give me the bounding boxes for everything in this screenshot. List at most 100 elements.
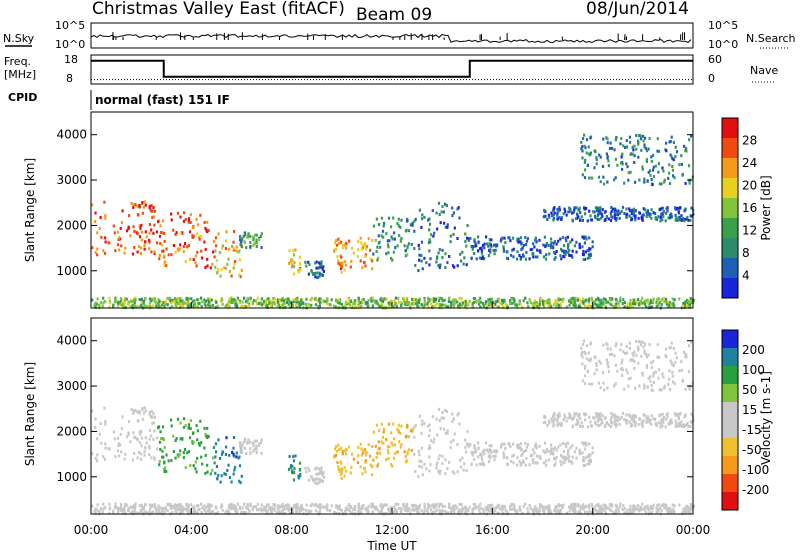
power-echo-cell (318, 271, 321, 275)
velocity-echo-cell (125, 435, 129, 439)
power-echo-cell (444, 202, 447, 206)
velocity-echo-cell (191, 440, 194, 444)
power-echo-cell (452, 211, 455, 215)
power-echo-cell (404, 254, 407, 258)
power-echo-cell (573, 206, 576, 210)
power-echo-cell (370, 296, 373, 300)
power-echo-cell (204, 226, 207, 230)
power-echo-cell (258, 238, 261, 241)
power-echo-cell (614, 157, 617, 161)
power-echo-cell (595, 158, 598, 161)
power-echo-cell (179, 297, 182, 301)
velocity-echo-cell (610, 412, 613, 415)
velocity-echo-cell (615, 504, 618, 508)
power-echo-cell (408, 301, 411, 304)
velocity-echo-cell (350, 465, 353, 469)
velocity-echo-cell (186, 451, 189, 455)
power-echo-cell (170, 301, 173, 305)
power-echo-cell (315, 298, 319, 302)
power-echo-cell (622, 298, 625, 302)
power-echo-cell (249, 298, 252, 302)
velocity-echo-cell (360, 510, 363, 514)
power-echo-cell (123, 251, 126, 255)
power-echo-cell (362, 260, 366, 264)
velocity-echo-cell (138, 410, 141, 413)
velocity-echo-cell (339, 468, 342, 472)
power-echo-cell (203, 240, 206, 244)
power-echo-cell (389, 302, 392, 306)
velocity-echo-cell (601, 371, 605, 374)
velocity-echo-cell (588, 382, 591, 386)
power-echo-cell (581, 235, 584, 239)
velocity-echo-cell (292, 505, 295, 509)
velocity-echo-cell (598, 359, 601, 363)
velocity-echo-cell (113, 437, 116, 441)
velocity-echo-cell (571, 424, 574, 428)
velocity-echo-cell (337, 465, 340, 469)
velocity-echo-cell (237, 456, 240, 460)
velocity-echo-cell (560, 422, 564, 426)
velocity-echo-cell (532, 461, 535, 465)
velocity-echo-cell (490, 450, 493, 454)
power-echo-cell (584, 304, 587, 308)
velocity-echo-cell (158, 505, 161, 509)
velocity-echo-cell (187, 503, 190, 507)
velocity-echo-cell (536, 454, 539, 458)
freq-label-1: Freq. (4, 55, 31, 68)
colorbar-tick-label: 24 (742, 156, 757, 170)
power-echo-cell (280, 304, 283, 307)
power-echo-cell (184, 242, 187, 245)
velocity-echo-cell (643, 383, 646, 387)
power-echo-cell (635, 133, 638, 137)
power-echo-cell (240, 240, 243, 244)
velocity-echo-cell (260, 452, 263, 455)
colorbar-swatch (722, 118, 738, 139)
power-echo-cell (124, 296, 127, 300)
velocity-echo-cell (552, 447, 555, 451)
power-echo-cell (511, 301, 514, 305)
velocity-echo-cell (644, 508, 647, 512)
velocity-echo-cell (621, 411, 625, 415)
power-echo-cell (426, 302, 429, 306)
power-echo-cell (554, 299, 557, 303)
velocity-echo-cell (176, 508, 179, 511)
noise-left-label: N.Sky (3, 32, 35, 45)
velocity-echo-cell (397, 502, 400, 506)
power-echo-cell (278, 299, 281, 303)
velocity-echo-cell (457, 510, 460, 514)
power-echo-cell (645, 149, 649, 153)
power-echo-cell (370, 299, 373, 303)
velocity-echo-cell (388, 509, 391, 513)
velocity-echo-cell (310, 475, 313, 478)
power-echo-cell (679, 206, 682, 210)
velocity-echo-cell (247, 438, 250, 442)
velocity-echo-cell (637, 422, 640, 426)
velocity-echo-cell (652, 359, 655, 363)
power-echo-cell (529, 301, 532, 305)
power-echo-cell (340, 261, 343, 265)
velocity-echo-cell (564, 416, 567, 420)
power-echo-cell (569, 210, 572, 214)
power-echo-cell (488, 242, 491, 246)
power-echo-cell (141, 211, 144, 215)
velocity-echo-cell (648, 420, 651, 424)
power-echo-cell (511, 248, 514, 252)
velocity-echo-cell (556, 419, 559, 423)
power-echo-cell (574, 300, 577, 304)
power-echo-cell (337, 237, 340, 241)
velocity-echo-cell (268, 507, 271, 511)
colorbar-tick-label: 50 (742, 383, 757, 397)
power-echo-cell (640, 148, 643, 152)
velocity-echo-cell (625, 345, 628, 348)
power-echo-cell (326, 297, 329, 301)
power-echo-cell (464, 305, 467, 309)
velocity-echo-cell (588, 415, 591, 419)
velocity-echo-cell (255, 444, 258, 448)
power-echo-cell (127, 227, 130, 231)
power-echo-cell (532, 255, 535, 259)
velocity-echo-cell (574, 510, 577, 514)
velocity-echo-cell (544, 450, 547, 454)
velocity-echo-cell (135, 511, 138, 515)
power-echo-cell (163, 262, 166, 265)
velocity-echo-cell (173, 503, 177, 507)
